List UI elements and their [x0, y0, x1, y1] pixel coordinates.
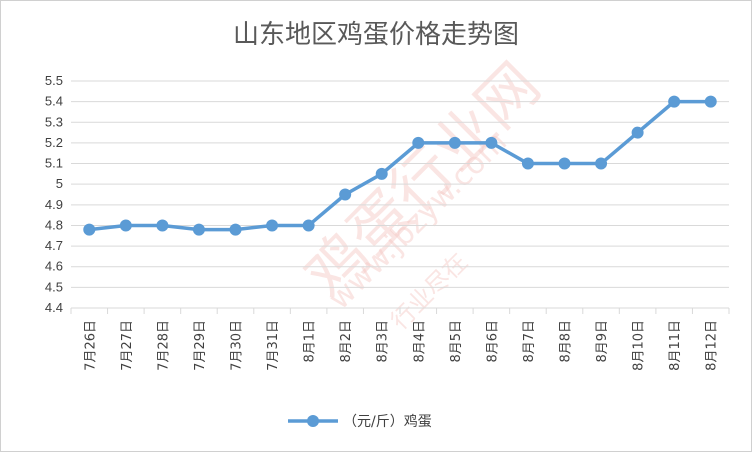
- x-tick-label: 8月2日: [339, 320, 354, 363]
- x-tick-label: 7月26日: [83, 320, 98, 371]
- data-point: [83, 223, 96, 236]
- x-tick-label: 7月30日: [230, 320, 245, 371]
- data-point: [558, 157, 571, 170]
- x-tick-label: 8月1日: [303, 320, 318, 363]
- x-tick-label: 8月7日: [522, 320, 537, 363]
- x-tick-label: 7月27日: [120, 320, 135, 371]
- series-line: [87, 99, 713, 232]
- x-tick-label: 8月11日: [668, 320, 683, 371]
- data-point: [448, 136, 461, 149]
- data-point: [521, 157, 534, 170]
- series-layer: [83, 95, 717, 236]
- watermark-name: 鸡蛋行业网: [292, 50, 554, 312]
- data-point: [704, 95, 717, 108]
- data-point: [595, 157, 608, 170]
- data-point: [339, 188, 352, 201]
- gridlines: [70, 80, 730, 314]
- y-tick-label: 5.2: [45, 135, 63, 150]
- data-point: [266, 219, 279, 232]
- y-tick-label: 5: [56, 176, 63, 191]
- y-tick-label: 4.5: [45, 279, 63, 294]
- x-tick-label: 7月28日: [156, 320, 171, 371]
- y-tick-label: 4.4: [45, 300, 63, 315]
- x-tick-label: 8月10日: [632, 320, 647, 371]
- y-tick-label: 5.5: [45, 73, 63, 88]
- data-point: [229, 223, 242, 236]
- x-tick-label: 8月5日: [449, 320, 464, 363]
- y-tick-label: 5.1: [45, 156, 63, 171]
- legend-marker: [307, 415, 319, 427]
- x-tick-label: 8月9日: [595, 320, 610, 363]
- chart-title: 山东地区鸡蛋价格走势图: [233, 20, 519, 50]
- legend: （元/斤）鸡蛋: [288, 413, 432, 430]
- y-tick-label: 4.7: [45, 238, 63, 253]
- data-point: [631, 126, 644, 139]
- y-tick-label: 5.3: [45, 114, 63, 129]
- x-tick-label: 8月8日: [559, 320, 574, 363]
- data-point: [412, 136, 425, 149]
- x-tick-label: 7月31日: [266, 320, 281, 371]
- y-tick-label: 5.4: [45, 94, 63, 109]
- x-tick-label: 8月6日: [485, 320, 500, 363]
- y-axis-ticks: 4.4 4.5 4.6 4.7 4.8 4.9 5 5.1 5.2 5.3 5.4 5.5: [45, 73, 63, 315]
- data-point: [192, 223, 205, 236]
- x-tick-label: 8月12日: [705, 320, 720, 371]
- y-tick-label: 4.8: [45, 217, 63, 232]
- watermark: 鸡蛋行业网 www.jbzyw.com 行业尽在: [292, 50, 554, 335]
- data-point: [485, 136, 498, 149]
- x-axis-ticks: 7月26日 7月27日 7月28日 7月29日 7月30日 7月31日 8月1日 8月2日 8月…: [83, 320, 719, 371]
- data-point: [302, 219, 315, 232]
- legend-label: （元/斤）鸡蛋: [343, 413, 432, 430]
- data-point: [156, 219, 169, 232]
- x-tick-label: 7月29日: [193, 320, 208, 371]
- data-point: [119, 219, 132, 232]
- y-tick-label: 4.9: [45, 197, 63, 212]
- x-tick-label: 8月3日: [376, 320, 391, 363]
- x-tick-label: 8月4日: [412, 320, 427, 363]
- data-point: [375, 167, 388, 180]
- y-tick-label: 4.6: [45, 259, 63, 274]
- data-point: [668, 95, 681, 108]
